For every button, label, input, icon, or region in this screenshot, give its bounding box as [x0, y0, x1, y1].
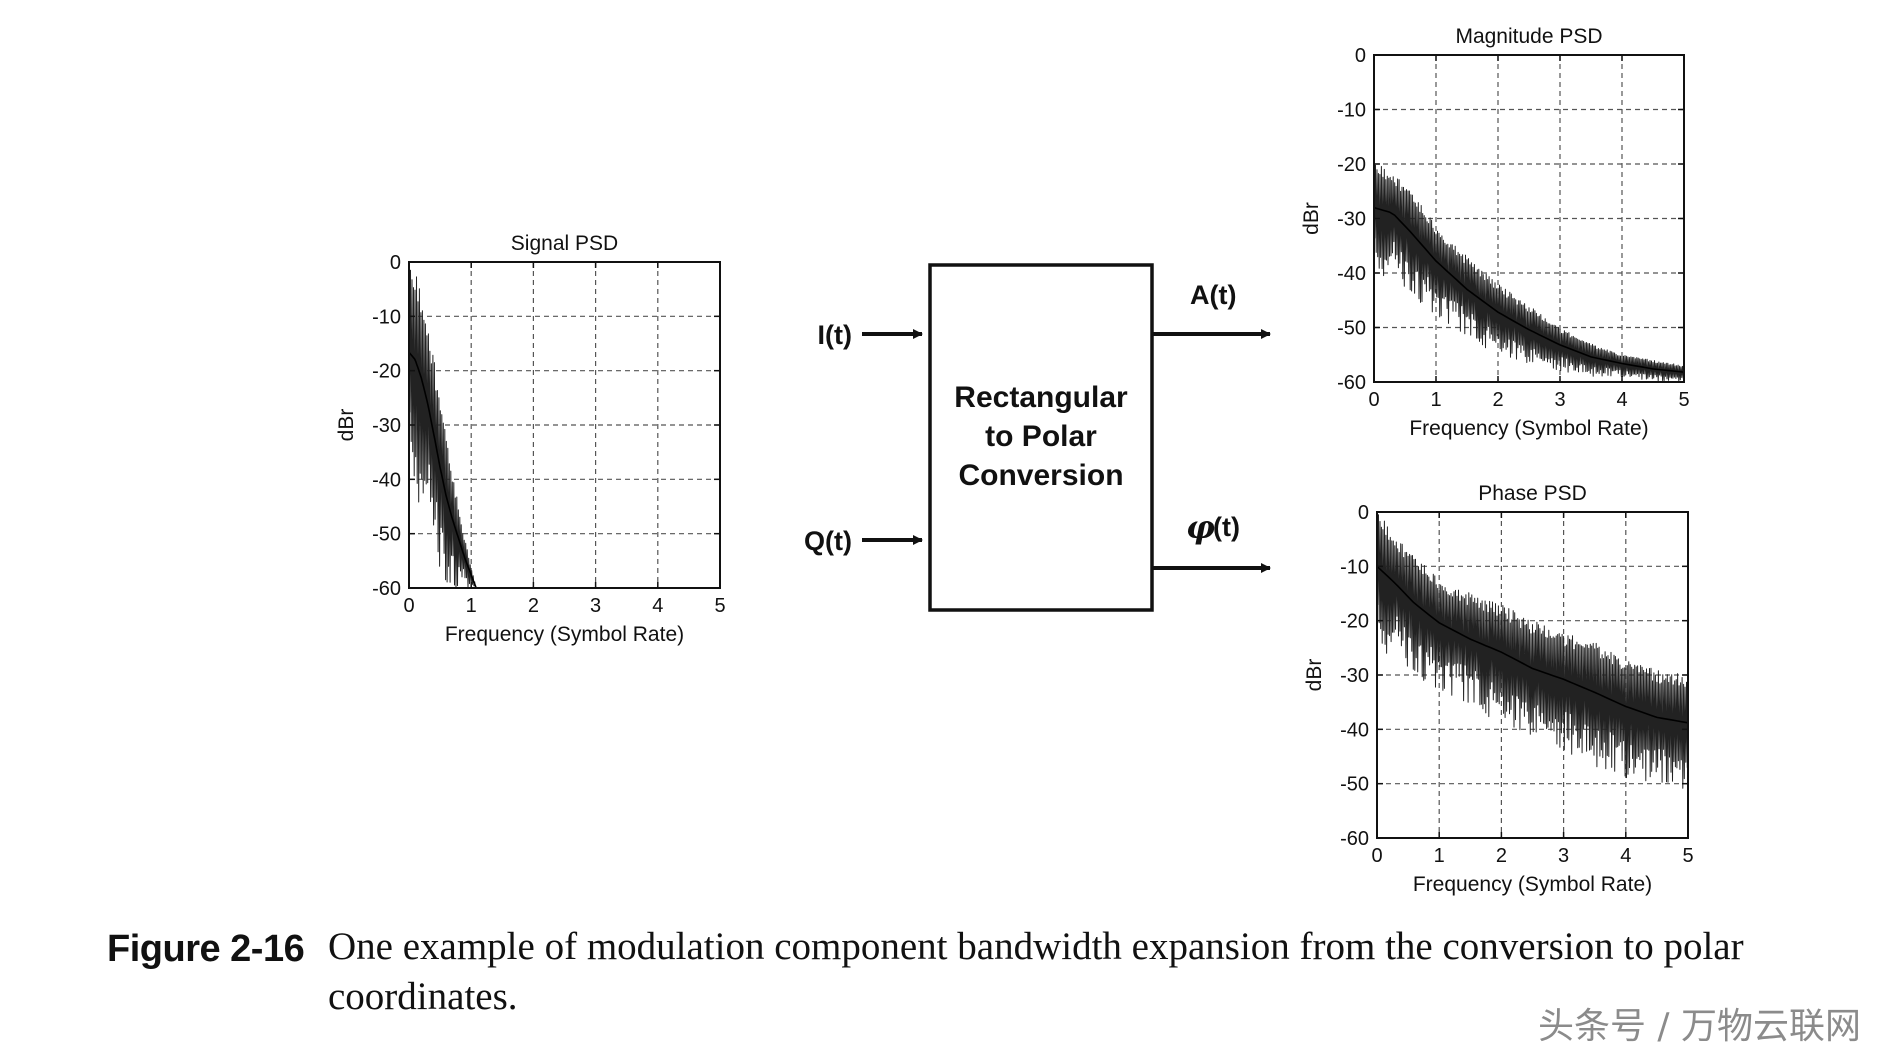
- signal-psd-grid: [409, 262, 720, 588]
- conversion-block: [928, 263, 1154, 612]
- magnitude-psd-y-axis-label: dBr: [1300, 202, 1323, 235]
- magnitude-psd-title: Magnitude PSD: [1455, 25, 1602, 48]
- phase-psd-x-tick-label: 0: [1371, 845, 1382, 867]
- signal-psd-x-tick-label: 4: [652, 595, 663, 617]
- magnitude-psd-x-tick-label: 3: [1554, 389, 1565, 411]
- phase-psd-y-tick-label: -40: [1340, 719, 1369, 741]
- figure-caption-text: One example of modulation component band…: [328, 925, 1744, 1018]
- phase-psd-y-tick-label: -20: [1340, 611, 1369, 633]
- input-i-label: I(t): [818, 320, 852, 350]
- signal-psd-y-tick-label: -30: [372, 415, 401, 437]
- magnitude-psd-x-axis-label: Frequency (Symbol Rate): [1409, 417, 1648, 440]
- signal-psd-trace: [408, 267, 477, 589]
- phase-psd-x-tick-label: 5: [1682, 845, 1693, 867]
- signal-psd-y-tick-label: -20: [372, 361, 401, 383]
- signal-psd-y-tick-label: 0: [390, 252, 401, 274]
- block-diagram: Rectangular to Polar Conversion I(t) Q(t…: [804, 263, 1271, 612]
- magnitude-psd-y-tick-label: -50: [1337, 318, 1366, 340]
- magnitude-psd-chart: 0 1 2 3 4 5 0 -10 -20 -30 -40 -50 -60 Magnitude PSD Fr…: [1300, 25, 1690, 440]
- magnitude-psd-x-tick-label: 4: [1616, 389, 1627, 411]
- signal-psd-x-tick-label: 3: [590, 595, 601, 617]
- magnitude-psd-y-tick-label: -60: [1337, 372, 1366, 394]
- block-title-line-3: Conversion: [958, 459, 1123, 492]
- magnitude-psd-y-tick-label: -10: [1337, 100, 1366, 122]
- signal-psd-x-tick-label: 1: [466, 595, 477, 617]
- magnitude-psd-mean-trace: [1373, 206, 1685, 373]
- phase-psd-x-tick-label: 4: [1620, 845, 1631, 867]
- signal-psd-x-tick-label: 5: [714, 595, 725, 617]
- input-q-label: Q(t): [804, 526, 852, 556]
- magnitude-psd-y-tick-label: 0: [1355, 45, 1366, 67]
- phase-psd-x-tick-label: 3: [1558, 845, 1569, 867]
- phase-psd-y-tick-label: 0: [1358, 502, 1369, 524]
- phase-psd-trace: [1376, 511, 1689, 789]
- magnitude-psd-y-tick-label: -20: [1337, 154, 1366, 176]
- magnitude-psd-x-tick-label: 0: [1368, 389, 1379, 411]
- signal-psd-y-tick-label: -60: [372, 578, 401, 600]
- output-phi-suffix: (t): [1213, 512, 1240, 542]
- phase-psd-x-tick-label: 2: [1496, 845, 1507, 867]
- phase-psd-y-axis-label: dBr: [1303, 659, 1326, 692]
- magnitude-psd-x-tick-label: 5: [1678, 389, 1689, 411]
- signal-psd-y-tick-label: -40: [372, 469, 401, 491]
- figure-caption-label: Figure 2-16: [107, 928, 305, 970]
- phase-psd-x-tick-label: 1: [1434, 845, 1445, 867]
- watermark: 头条号 / 万物云联网: [1537, 1006, 1861, 1047]
- signal-psd-mean-trace: [408, 351, 477, 589]
- signal-psd-x-tick-label: 2: [528, 595, 539, 617]
- output-phi-symbol: φ: [1186, 508, 1215, 546]
- phase-psd-mean-trace: [1376, 565, 1689, 724]
- signal-psd-x-tick-label: 0: [403, 595, 414, 617]
- phase-psd-y-tick-label: -30: [1340, 665, 1369, 687]
- signal-psd-y-tick-label: -10: [372, 306, 401, 328]
- signal-psd-x-axis-label: Frequency (Symbol Rate): [445, 623, 684, 646]
- block-title-line-1: Rectangular: [954, 381, 1128, 414]
- magnitude-psd-y-tick-label: -30: [1337, 209, 1366, 231]
- magnitude-psd-trace: [1373, 163, 1685, 382]
- block-title-line-2: to Polar: [985, 420, 1097, 453]
- signal-psd-title: Signal PSD: [511, 232, 618, 255]
- signal-psd-chart: 0 1 2 3 4 5 0 -10 -20 -30 -40 -50 -60 Signal PSD Frequ…: [335, 232, 726, 646]
- magnitude-psd-x-tick-label: 2: [1492, 389, 1503, 411]
- magnitude-psd-x-tick-label: 1: [1430, 389, 1441, 411]
- phase-psd-y-tick-label: -50: [1340, 774, 1369, 796]
- magnitude-psd-y-tick-label: -40: [1337, 263, 1366, 285]
- phase-psd-x-axis-label: Frequency (Symbol Rate): [1413, 873, 1652, 896]
- phase-psd-chart: 0 1 2 3 4 5 0 -10 -20 -30 -40 -50 -60 Phase PSD Freque…: [1303, 482, 1694, 896]
- phase-psd-title: Phase PSD: [1478, 482, 1587, 505]
- output-a-label: A(t): [1190, 280, 1236, 310]
- signal-psd-y-axis-label: dBr: [335, 409, 358, 442]
- phase-psd-y-tick-label: -60: [1340, 828, 1369, 850]
- signal-psd-y-tick-label: -50: [372, 524, 401, 546]
- phase-psd-y-tick-label: -10: [1340, 556, 1369, 578]
